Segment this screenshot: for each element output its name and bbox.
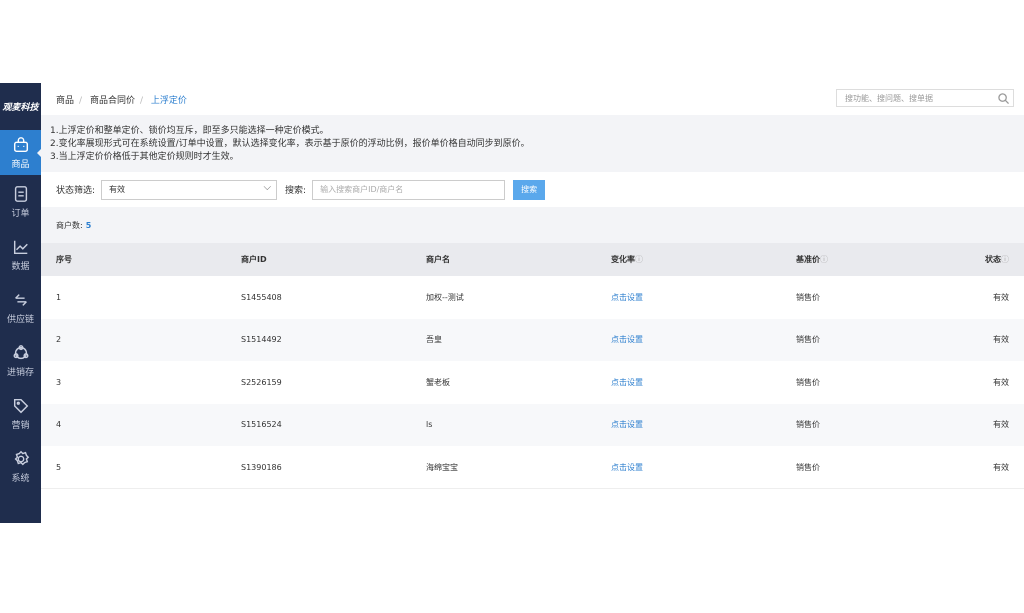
sidebar-item-data[interactable]: 数据: [0, 228, 41, 281]
table-row: 4 S1516524 ls 点击设置 销售价 有效: [41, 403, 1024, 446]
cell-index: 1: [56, 292, 62, 302]
tag-icon: [13, 398, 28, 413]
exchange-icon: [14, 293, 27, 306]
status-select-value: 有效: [109, 185, 126, 194]
app: 观麦科技 商品 订单 数据 供应链 进销存 营销 系统 商品 / 商品合同价 / 上…: [0, 83, 1024, 523]
shopping-bag-icon: [13, 136, 28, 152]
cell-base-price: 销售价: [796, 292, 820, 302]
cell-merchant-name: ls: [411, 403, 596, 446]
cell-change-rate[interactable]: 点击设置: [596, 318, 781, 361]
cell-base-price: 销售价: [781, 446, 941, 489]
document-icon: [14, 185, 27, 202]
header: 商品 / 商品合同价 / 上浮定价 搜功能、搜问题、搜单据: [41, 83, 1024, 115]
table-row: 2 S1514492 吾皇 点击设置 销售价 有效: [41, 318, 1024, 361]
search-placeholder: 输入搜索商户ID/商户名: [320, 185, 404, 194]
breadcrumb-contract-price[interactable]: 商品合同价: [89, 95, 135, 106]
breadcrumb-current: 上浮定价: [150, 95, 187, 106]
search-input[interactable]: 输入搜索商户ID/商户名: [312, 179, 506, 200]
cell-merchant-id: S1455408: [241, 292, 282, 302]
cell-merchant-id: S2526159: [241, 377, 282, 387]
cell-status: 有效: [993, 377, 1009, 387]
search-label: 搜索:: [285, 186, 307, 196]
cell-base-price: 销售价: [781, 318, 941, 361]
gear-icon: [14, 450, 29, 465]
cell-index: 2: [41, 318, 226, 361]
sidebar-item-label: 系统: [11, 473, 30, 484]
table-row: 1 S1455408 加权--测试 点击设置 销售价 有效: [41, 276, 1024, 319]
breadcrumb-goods[interactable]: 商品: [56, 95, 75, 106]
cell-status: 有效: [993, 292, 1009, 302]
help-icon[interactable]: ⓘ: [1001, 255, 1009, 264]
notice-line: 1.上浮定价和整单定价、锁价均互斥，即至多只能选择一种定价模式。: [50, 126, 329, 136]
col-change-rate: 变化率ⓘ: [596, 243, 781, 276]
sidebar-item-label: 营销: [11, 420, 30, 431]
cell-merchant-name: 蟹老板: [426, 377, 450, 387]
main-content: 商品 / 商品合同价 / 上浮定价 搜功能、搜问题、搜单据 1.上浮定价和整单定价、…: [41, 83, 1024, 523]
col-status: 状态ⓘ: [941, 243, 1024, 276]
cell-base-price: 销售价: [781, 403, 941, 446]
merchant-table: 序号 商户ID 商户名 变化率ⓘ 基准价ⓘ 状态ⓘ 1 S1455408 加权--测…: [41, 243, 1024, 489]
count-value: 5: [85, 220, 92, 230]
cell-change-rate[interactable]: 点击设置: [611, 292, 643, 302]
col-base-price: 基准价ⓘ: [781, 243, 941, 276]
col-index: 序号: [41, 243, 226, 276]
cell-merchant-name: 海绵宝宝: [411, 446, 596, 489]
cell-merchant-id: S1516524: [226, 403, 411, 446]
notice-line: 2.变化率展现形式可在系统设置/订单中设置，默认选择变化率，表示基于原价的浮动比…: [50, 139, 530, 149]
status-select[interactable]: 有效 ⌵: [101, 179, 278, 200]
cell-merchant-name: 加权--测试: [426, 292, 464, 302]
sidebar-item-goods[interactable]: 商品: [0, 130, 42, 175]
sidebar-item-supply-chain[interactable]: 供应链: [0, 281, 41, 334]
cell-change-rate[interactable]: 点击设置: [596, 446, 781, 489]
global-search-input[interactable]: 搜功能、搜问题、搜单据: [836, 89, 1014, 107]
table-row: 5 S1390186 海绵宝宝 点击设置 销售价 有效: [41, 446, 1024, 489]
status-filter-label: 状态筛选:: [56, 186, 96, 196]
cell-status: 有效: [941, 318, 1024, 361]
cell-index: 5: [41, 446, 226, 489]
count-label: 商户数:: [56, 220, 83, 230]
cell-change-rate[interactable]: 点击设置: [611, 377, 643, 387]
merchant-count: 商户数: 5: [41, 207, 1024, 243]
sidebar-item-label: 进销存: [6, 367, 34, 378]
search-button[interactable]: 搜索: [513, 179, 546, 200]
cell-status: 有效: [941, 403, 1024, 446]
sidebar-item-label: 商品: [11, 159, 30, 170]
sidebar-item-inventory[interactable]: 进销存: [0, 334, 41, 387]
sidebar-item-label: 订单: [11, 208, 30, 219]
sidebar-item-system[interactable]: 系统: [0, 440, 41, 493]
sidebar-item-label: 供应链: [6, 314, 34, 325]
sidebar-item-marketing[interactable]: 营销: [0, 387, 41, 440]
cycle-icon: [13, 344, 28, 359]
cell-status: 有效: [941, 446, 1024, 489]
cell-merchant-name: 吾皇: [411, 318, 596, 361]
cell-index: 3: [56, 377, 62, 387]
sidebar: 观麦科技 商品 订单 数据 供应链 进销存 营销 系统: [0, 83, 42, 523]
cell-change-rate[interactable]: 点击设置: [596, 403, 781, 446]
table-row: 3 S2526159 蟹老板 点击设置 销售价 有效: [41, 361, 1024, 404]
chevron-down-icon: ⌵: [263, 181, 272, 193]
filter-bar: 状态筛选: 有效 ⌵ 搜索: 输入搜索商户ID/商户名 搜索: [41, 172, 1024, 207]
chart-icon: [13, 240, 28, 254]
help-icon[interactable]: ⓘ: [820, 255, 828, 264]
search-icon[interactable]: [998, 93, 1009, 104]
notice-line: 3.当上浮定价价格低于其他定价规则时才生效。: [50, 152, 239, 162]
notice: 1.上浮定价和整单定价、锁价均互斥，即至多只能选择一种定价模式。 2.变化率展现…: [41, 115, 1024, 172]
breadcrumb: 商品 / 商品合同价 / 上浮定价: [56, 95, 187, 106]
col-merchant-id: 商户ID: [226, 243, 411, 276]
cell-index: 4: [41, 403, 226, 446]
global-search-placeholder: 搜功能、搜问题、搜单据: [845, 93, 933, 103]
cell-base-price: 销售价: [796, 377, 820, 387]
cell-merchant-id: S1514492: [226, 318, 411, 361]
help-icon[interactable]: ⓘ: [635, 255, 643, 264]
logo: 观麦科技: [2, 103, 39, 113]
col-merchant-name: 商户名: [411, 243, 596, 276]
sidebar-item-label: 数据: [11, 261, 30, 272]
cell-merchant-id: S1390186: [226, 446, 411, 489]
table-header: 序号 商户ID 商户名 变化率ⓘ 基准价ⓘ 状态ⓘ: [41, 243, 1024, 276]
sidebar-item-orders[interactable]: 订单: [0, 175, 41, 228]
